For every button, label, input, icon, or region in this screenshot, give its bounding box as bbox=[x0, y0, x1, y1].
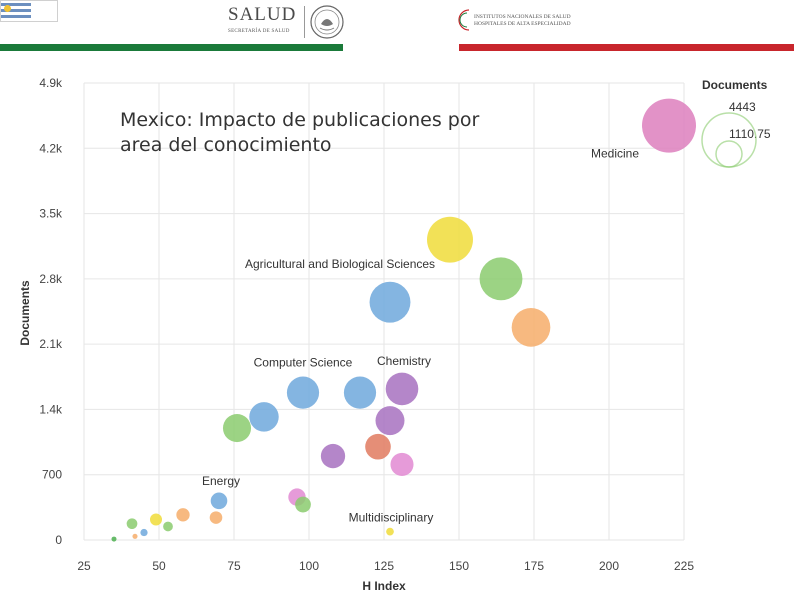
y-tick-label: 0 bbox=[55, 533, 62, 547]
x-tick-label: 25 bbox=[77, 559, 91, 573]
chart-title: Mexico: Impacto de publicaciones por are… bbox=[120, 109, 480, 156]
y-tick-label: 1.4k bbox=[39, 402, 63, 416]
bubble-labels: Medicine Agricultural and Biological Scie… bbox=[202, 147, 639, 525]
x-tick-label: 100 bbox=[299, 559, 319, 573]
bubble-point[interactable] bbox=[149, 513, 163, 526]
bubble-point[interactable] bbox=[369, 281, 411, 323]
institute-seal-icon bbox=[458, 9, 470, 31]
bubble-point[interactable] bbox=[479, 257, 523, 301]
size-legend-min-circle bbox=[715, 140, 743, 168]
salud-logo-text: SALUD bbox=[228, 4, 297, 25]
institutos-logo: INSTITUTOS NACIONALES DE SALUD HOSPITALE… bbox=[458, 6, 588, 36]
y-tick-label: 700 bbox=[42, 468, 62, 482]
bubble-point[interactable] bbox=[163, 521, 173, 532]
bubble-point[interactable] bbox=[365, 433, 391, 460]
bubble-label: Chemistry bbox=[377, 354, 431, 368]
y-tick-label: 2.8k bbox=[39, 272, 63, 286]
bubble-point[interactable] bbox=[642, 98, 696, 153]
bubble-point[interactable] bbox=[511, 308, 551, 347]
salud-logo-subtext: SECRETARÍA DE SALUD bbox=[228, 29, 290, 34]
salud-logo: SALUD SECRETARÍA DE SALUD bbox=[222, 4, 350, 40]
x-axis-tick-labels: 25 50 75 100 125 150 175 200 225 bbox=[77, 559, 694, 573]
x-tick-label: 175 bbox=[524, 559, 544, 573]
bubble-series bbox=[111, 98, 696, 542]
header-red-bar bbox=[459, 44, 794, 51]
bubble-point[interactable] bbox=[176, 508, 190, 522]
size-legend-title: Documents bbox=[702, 78, 768, 92]
bubble-point[interactable] bbox=[209, 511, 223, 524]
bubble-point[interactable] bbox=[320, 443, 346, 469]
bubble-point[interactable] bbox=[126, 518, 138, 530]
bubble-point[interactable] bbox=[222, 414, 252, 443]
bubble-point[interactable] bbox=[385, 372, 419, 406]
y-tick-label: 3.5k bbox=[39, 207, 63, 221]
y-axis-tick-labels: 0 700 1.4k 2.1k 2.8k 3.5k 4.2k 4.9k bbox=[39, 76, 63, 547]
bubble-point[interactable] bbox=[132, 533, 138, 539]
x-tick-label: 200 bbox=[599, 559, 619, 573]
flag-sun-icon bbox=[4, 5, 11, 12]
size-legend-min-value: 1110.75 bbox=[729, 127, 771, 141]
logo-divider bbox=[304, 6, 305, 38]
bubble-label: Energy bbox=[202, 474, 240, 488]
bubble-point[interactable] bbox=[286, 376, 320, 409]
bubble-point[interactable] bbox=[210, 492, 228, 510]
bubble-chart: 0 700 1.4k 2.1k 2.8k 3.5k 4.2k 4.9k 25 50 75 100 12… bbox=[18, 76, 771, 593]
y-tick-label: 2.1k bbox=[39, 337, 63, 351]
mexico-seal-icon bbox=[310, 5, 344, 39]
bubble-point[interactable] bbox=[386, 527, 394, 536]
bubble-label: Multidisciplinary bbox=[349, 511, 434, 525]
bubble-point[interactable] bbox=[249, 402, 279, 432]
y-tick-label: 4.9k bbox=[39, 76, 63, 90]
bubble-label: Computer Science bbox=[254, 356, 353, 370]
uruguay-flag bbox=[0, 0, 58, 22]
size-legend-max-value: 4443 bbox=[729, 100, 756, 114]
x-tick-label: 50 bbox=[152, 559, 166, 573]
x-tick-label: 225 bbox=[674, 559, 694, 573]
size-legend: Documents 4443 1110.75 bbox=[701, 78, 771, 168]
institute-name-line1: INSTITUTOS NACIONALES DE SALUD bbox=[474, 14, 571, 20]
institute-name-line2: HOSPITALES DE ALTA ESPECIALIDAD bbox=[474, 21, 571, 27]
bubble-point[interactable] bbox=[375, 406, 405, 436]
x-tick-label: 125 bbox=[374, 559, 394, 573]
y-axis-title: Documents bbox=[18, 280, 32, 346]
bubble-label: Medicine bbox=[591, 147, 639, 161]
x-tick-label: 150 bbox=[449, 559, 469, 573]
x-axis-title: H Index bbox=[362, 579, 406, 593]
bubble-label: Agricultural and Biological Sciences bbox=[245, 257, 435, 271]
bubble-point[interactable] bbox=[390, 452, 414, 476]
chart-grid bbox=[83, 82, 685, 541]
bubble-point[interactable] bbox=[140, 528, 148, 537]
x-tick-label: 75 bbox=[227, 559, 241, 573]
header-green-bar bbox=[0, 44, 343, 51]
bubble-point[interactable] bbox=[111, 536, 117, 542]
bubble-point[interactable] bbox=[295, 496, 311, 513]
bubble-point[interactable] bbox=[427, 216, 473, 263]
y-tick-label: 4.2k bbox=[39, 141, 63, 155]
bubble-point[interactable] bbox=[343, 376, 377, 409]
